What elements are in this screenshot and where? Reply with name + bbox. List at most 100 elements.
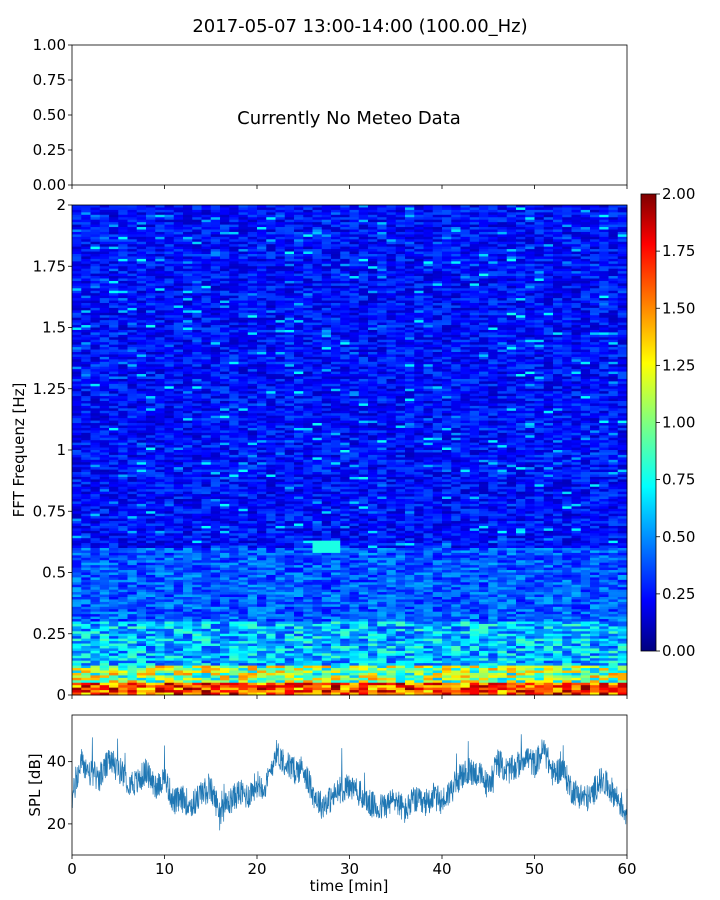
spectrogram-cell (516, 312, 526, 316)
spectrogram-cell (192, 219, 202, 223)
spectrogram-cell (173, 378, 184, 382)
spectrogram-cell (146, 393, 156, 397)
spectrogram-cell (580, 383, 591, 387)
spectrogram-cell (127, 268, 138, 272)
spectrogram-cell (229, 261, 239, 265)
spectrogram-cell (118, 352, 128, 355)
spectrogram-cell (571, 361, 582, 365)
spectrogram-cell (571, 322, 582, 326)
spectrogram-cell (173, 241, 184, 245)
spectrogram-cell (81, 207, 91, 211)
spectrogram-cell (525, 205, 535, 208)
spectrogram-cell (423, 376, 434, 380)
spectrogram-cell (386, 244, 397, 248)
spectrogram-cell (303, 303, 313, 306)
spectrogram-cell (118, 224, 128, 228)
spectrogram-cell (358, 239, 369, 243)
spectrogram-cell (275, 405, 286, 409)
spectrogram-cell (275, 344, 286, 348)
spectrogram-cell (294, 261, 304, 265)
spectrogram-cell (173, 288, 184, 292)
spectrogram-cell (257, 356, 267, 360)
spectrogram-cell (386, 276, 397, 279)
spectrogram-cell (488, 342, 498, 346)
spectrogram-cell (488, 356, 498, 360)
spectrogram-cell (210, 391, 221, 395)
spectrogram-cell (506, 401, 517, 404)
spectrogram-cell (617, 283, 628, 287)
spectrogram-cell (321, 312, 332, 316)
spectrogram-cell (377, 403, 387, 407)
spectrogram-cell (312, 401, 323, 404)
spectrogram-cell (210, 307, 221, 311)
spectrogram-cell (247, 325, 258, 328)
spectrogram-cell (414, 256, 424, 260)
spectrogram-cell (136, 227, 147, 230)
spectrogram-cell (229, 251, 239, 255)
spectrogram-cell (599, 374, 609, 377)
spectrogram-cell (386, 290, 397, 294)
spectrogram-cell (201, 209, 212, 213)
spectrogram-cell (312, 337, 323, 341)
spectrogram-cell (414, 364, 424, 368)
spectrogram-cell (238, 332, 249, 336)
spectrogram-cell (395, 398, 406, 402)
spectrogram-cell (451, 334, 461, 338)
spectrogram-cell (257, 283, 267, 287)
spectrogram-cell (340, 227, 350, 230)
spectrogram-cell (395, 374, 406, 377)
spectrogram-cell (562, 359, 572, 363)
spectrogram-cell (321, 396, 332, 399)
spectrogram-cell (460, 312, 471, 316)
spectrogram-cell (294, 378, 304, 382)
spectrogram-cell (294, 227, 304, 230)
spectrogram-cell (423, 364, 434, 368)
spectrogram-cell (266, 378, 276, 382)
spectrogram-cell (321, 217, 332, 221)
spectrogram-cell (553, 327, 563, 331)
spectrogram-cell (516, 349, 526, 353)
spectrogram-cell (395, 283, 406, 287)
spectrogram-cell (562, 258, 572, 262)
spectrogram-cell (99, 310, 110, 314)
spectrogram-cell (238, 312, 249, 316)
spectrogram-cell (516, 359, 526, 363)
spectrogram-cell (99, 305, 110, 309)
spectrogram-cell (294, 207, 304, 211)
spectrogram-cell (553, 263, 563, 267)
spectrogram-cell (257, 386, 267, 390)
spectrogram-cell (210, 205, 221, 208)
spectrogram-cell (442, 278, 452, 282)
spectrogram-cell (303, 320, 313, 323)
spectrogram-cell (90, 376, 101, 380)
spectrogram-cell (525, 342, 535, 346)
spectrogram-cell (442, 359, 452, 363)
spectrogram-cell (210, 236, 221, 240)
spectrogram-cell (183, 280, 193, 284)
spectrogram-cell (192, 207, 202, 211)
spectrogram-cell (432, 381, 443, 385)
spectrogram-cell (90, 288, 101, 292)
spectrogram-cell (368, 246, 378, 250)
spectrogram-cell (266, 249, 276, 252)
spectrogram-cell (423, 329, 434, 333)
spectrogram-cell (497, 295, 508, 299)
spectrogram-cell (210, 388, 221, 392)
spectrogram-cell (460, 214, 471, 218)
spectrogram-cell (210, 405, 221, 409)
spectrogram-cell (432, 391, 443, 395)
spectrogram-cell (118, 369, 128, 372)
spectrogram-cell (580, 209, 591, 213)
spectrogram-cell (90, 386, 101, 390)
spectrogram-cell (580, 258, 591, 262)
spectrogram-cell (201, 249, 212, 252)
spectrogram-cell (432, 356, 443, 360)
spectrogram-cell (192, 217, 202, 221)
spectrogram-cell (99, 325, 110, 328)
spectrogram-cell (201, 320, 212, 323)
spectrogram-cell (395, 371, 406, 375)
spectrogram-cell (488, 214, 498, 218)
spectrogram-cell (368, 352, 378, 355)
spectrogram-cell (210, 361, 221, 365)
spectrogram-cell (377, 366, 387, 370)
